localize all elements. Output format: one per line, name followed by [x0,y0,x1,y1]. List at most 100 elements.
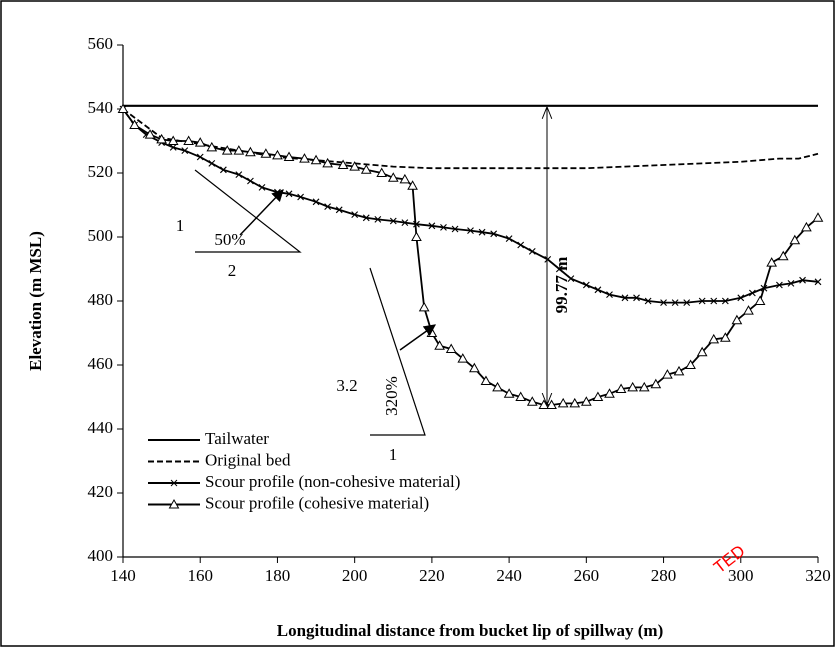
slope-triangles [194,169,426,436]
point-marker [737,294,745,302]
point-marker [503,388,515,398]
point-marker [638,381,650,392]
point-marker [144,129,156,139]
point-marker [272,149,283,160]
y-tick-label: 560 [88,34,114,53]
point-marker [399,173,411,184]
point-marker [567,275,575,282]
point-marker [731,314,743,325]
point-marker [582,281,590,289]
legend-marker [170,479,178,487]
point-marker [743,305,754,315]
slope-triangle-1 [194,169,302,253]
legend-label: Tailwater [205,429,269,448]
point-marker [156,133,167,144]
annotation: 99.77 m [552,257,571,314]
point-marker [644,297,652,305]
point-marker [569,397,581,408]
point-marker [418,301,430,312]
point-marker [312,198,320,206]
point-marker [351,211,359,218]
x-tick-label: 220 [419,566,445,585]
x-tick-label: 300 [728,566,754,585]
point-marker [660,299,667,306]
point-marker [492,381,503,392]
point-marker [555,265,563,273]
point-marker [789,234,801,245]
x-tick-label: 180 [265,566,291,585]
y-tick-label: 440 [88,418,114,437]
legend-entry: Scour profile (non-cohesive material) [148,472,460,491]
point-marker [594,286,602,294]
x-tick-label: 280 [651,566,677,585]
point-marker [428,222,436,230]
point-marker [528,248,536,255]
point-marker [258,184,266,191]
y-tick-label: 480 [88,290,114,309]
point-marker [721,297,729,305]
point-marker [324,203,332,210]
x-tick-label: 200 [342,566,368,585]
point-marker [708,333,720,344]
point-marker [673,365,685,376]
point-marker [685,359,696,369]
point-marker [322,157,333,168]
point-marker [407,180,418,190]
x-tick-label: 320 [805,566,831,585]
point-marker [650,378,662,389]
point-marker [285,190,293,198]
point-marker [376,167,388,177]
point-marker [526,396,538,406]
point-marker [387,172,399,182]
y-tick-label: 400 [88,546,114,565]
point-marker [615,383,627,393]
legend-label: Scour profile (non-cohesive material) [205,472,460,491]
point-marker [233,145,245,155]
point-marker [662,369,673,379]
legend-label: Scour profile (cohesive material) [205,493,429,512]
point-marker [467,227,474,234]
point-marker [671,299,679,306]
point-marker [777,250,789,261]
point-marker [606,291,613,298]
point-marker [411,231,422,241]
point-marker [787,280,795,287]
point-marker [247,177,254,185]
point-marker [445,343,457,353]
point-marker [235,171,243,178]
annotation: 3.2 [336,376,357,395]
annotation-arrow [239,189,284,236]
x-tick-label: 160 [187,566,213,585]
point-marker [181,147,189,154]
series [119,105,822,306]
point-marker [451,225,459,233]
annotation: 320% [382,376,401,416]
point-marker [117,103,129,113]
point-marker [592,391,604,401]
series [122,108,819,170]
point-marker [245,146,256,157]
legend-marker [168,498,180,509]
point-marker [748,289,756,297]
point-marker [310,154,322,165]
point-marker [297,193,304,201]
legend-entry: Original bed [148,450,291,469]
point-marker [698,297,706,305]
series-line [122,108,819,170]
point-marker [515,391,527,401]
annotation: 2 [228,261,237,280]
annotation: 1 [176,216,185,235]
point-marker [814,278,822,286]
point-marker [167,135,179,145]
point-marker [260,148,272,158]
point-marker [469,362,480,373]
point-marker [362,214,370,222]
point-marker [337,159,349,169]
point-marker [604,388,615,398]
x-tick-label: 240 [496,566,522,585]
point-marker [194,137,206,147]
point-marker [220,166,227,174]
point-marker [221,145,233,155]
y-tick-label: 520 [88,162,114,181]
